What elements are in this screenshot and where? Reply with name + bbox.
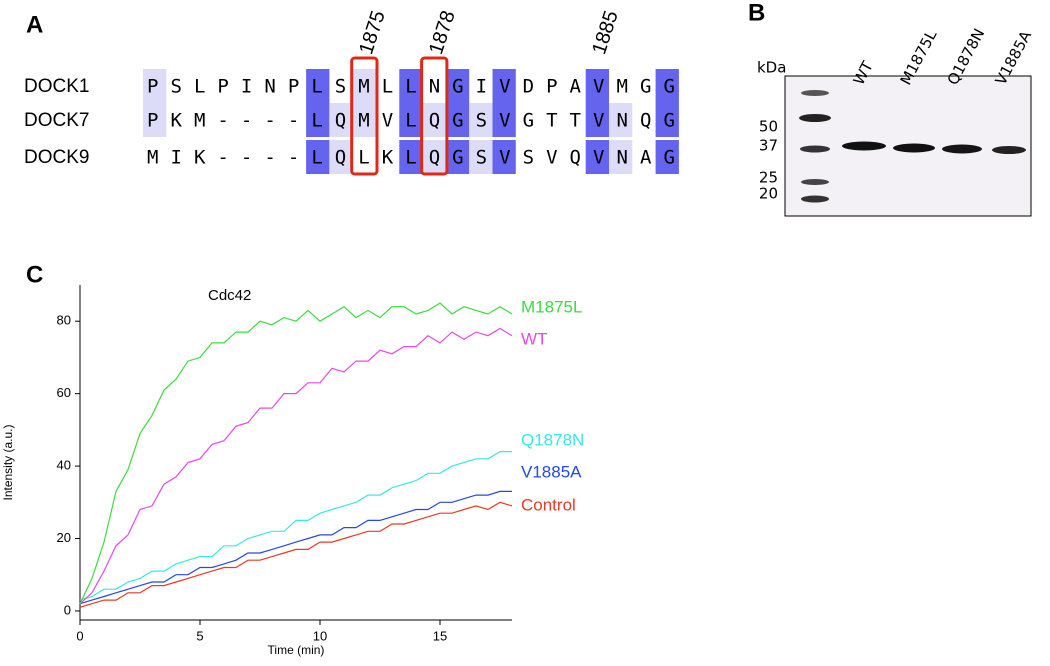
series-line bbox=[79, 490, 512, 605]
ladder-band bbox=[801, 179, 829, 185]
conservation-shade bbox=[492, 140, 516, 174]
conservation-shade bbox=[352, 103, 376, 137]
x-axis-label: Time (min) bbox=[268, 643, 325, 657]
legend-label: M1875L bbox=[521, 297, 582, 316]
conservation-shade bbox=[655, 140, 679, 174]
conservation-shade bbox=[585, 69, 609, 103]
conservation-shade bbox=[306, 69, 330, 103]
series-line bbox=[79, 501, 513, 608]
conservation-shade bbox=[655, 69, 679, 103]
sample-band bbox=[992, 146, 1026, 154]
conservation-shade bbox=[422, 140, 446, 174]
legend-label: Q1878N bbox=[521, 430, 584, 449]
position-label: 1878 bbox=[425, 8, 460, 57]
panel-label: C bbox=[26, 261, 43, 288]
conservation-shade bbox=[445, 140, 470, 174]
conservation-shade bbox=[143, 69, 167, 103]
x-tick-label: 0 bbox=[76, 628, 83, 643]
position-label: 1885 bbox=[588, 8, 623, 57]
legend-label: WT bbox=[521, 329, 547, 348]
marker-label: 50 bbox=[759, 118, 778, 136]
y-tick-label: 60 bbox=[57, 385, 71, 400]
marker-label: 20 bbox=[759, 185, 778, 203]
annotation: Cdc42 bbox=[208, 287, 251, 304]
gel-unit: kDa bbox=[757, 59, 786, 77]
conservation-shade bbox=[306, 140, 330, 174]
sequence-name: DOCK1 bbox=[24, 76, 89, 97]
series-line bbox=[79, 302, 513, 604]
ladder-band bbox=[801, 195, 829, 203]
ladder-band bbox=[801, 90, 829, 96]
conservation-shade bbox=[469, 103, 493, 137]
sequence: PKM----LQMVLQGSVGTTVNQG bbox=[147, 110, 675, 132]
sequence-name: DOCK9 bbox=[24, 147, 89, 168]
series-line bbox=[79, 451, 512, 601]
conservation-shade bbox=[445, 69, 470, 103]
y-axis-label: Intensity (a.u.) bbox=[1, 424, 15, 500]
position-label: 1875 bbox=[355, 8, 390, 57]
sample-band bbox=[893, 143, 935, 153]
legend-label: V1885A bbox=[521, 462, 582, 481]
conservation-shade bbox=[329, 103, 353, 137]
legend-label: Control bbox=[521, 495, 576, 514]
marker-label: 25 bbox=[759, 169, 778, 187]
y-tick-label: 20 bbox=[57, 530, 71, 545]
conservation-shade bbox=[609, 103, 633, 137]
x-tick-label: 10 bbox=[313, 628, 327, 643]
conservation-shade bbox=[469, 140, 493, 174]
x-tick-label: 5 bbox=[196, 628, 203, 643]
conservation-shade bbox=[585, 103, 609, 137]
x-tick-label: 15 bbox=[433, 628, 447, 643]
conservation-shade bbox=[306, 103, 330, 137]
conservation-shade bbox=[143, 103, 167, 137]
conservation-shade bbox=[492, 69, 516, 103]
conservation-shade bbox=[352, 69, 376, 103]
highlight-box bbox=[350, 56, 379, 176]
conservation-shade bbox=[329, 140, 353, 174]
conservation-shade bbox=[492, 103, 516, 137]
highlight-box bbox=[420, 56, 449, 176]
ladder-band bbox=[799, 114, 831, 122]
chart: 0 20 40 60 80 0 5 10 15 Time (min) Intensity (a.u.… bbox=[1, 285, 584, 657]
gel: kDa 50 37 25 20 WT M1875L Q1878N V1885A bbox=[757, 26, 1035, 217]
marker-label: 37 bbox=[759, 137, 778, 155]
sample-band bbox=[842, 141, 886, 151]
panel-label: A bbox=[26, 11, 43, 38]
sequence: MIK----LQLKLQGSVSVQVNAG bbox=[147, 147, 675, 169]
ladder-band bbox=[800, 145, 830, 153]
sample-band bbox=[942, 144, 982, 154]
panel-label: B bbox=[748, 0, 765, 26]
conservation-shade bbox=[399, 103, 423, 137]
conservation-shade bbox=[585, 140, 609, 174]
series-line bbox=[79, 327, 513, 605]
conservation-shade bbox=[655, 103, 679, 137]
y-tick-label: 0 bbox=[64, 602, 71, 617]
y-tick-label: 80 bbox=[57, 313, 71, 328]
conservation-shade bbox=[399, 140, 423, 174]
alignment: DOCK1 DOCK7 DOCK9 PSLPINPLSMLLNGIVDPAVMGG PK… bbox=[24, 8, 679, 176]
conservation-shade bbox=[422, 103, 446, 137]
sequence-name: DOCK7 bbox=[24, 110, 89, 131]
conservation-shade bbox=[609, 140, 633, 174]
sequence: PSLPINPLSMLLNGIVDPAVMGG bbox=[147, 76, 675, 98]
y-tick-label: 40 bbox=[57, 458, 71, 473]
conservation-shade bbox=[399, 69, 423, 103]
conservation-shade bbox=[445, 103, 470, 137]
